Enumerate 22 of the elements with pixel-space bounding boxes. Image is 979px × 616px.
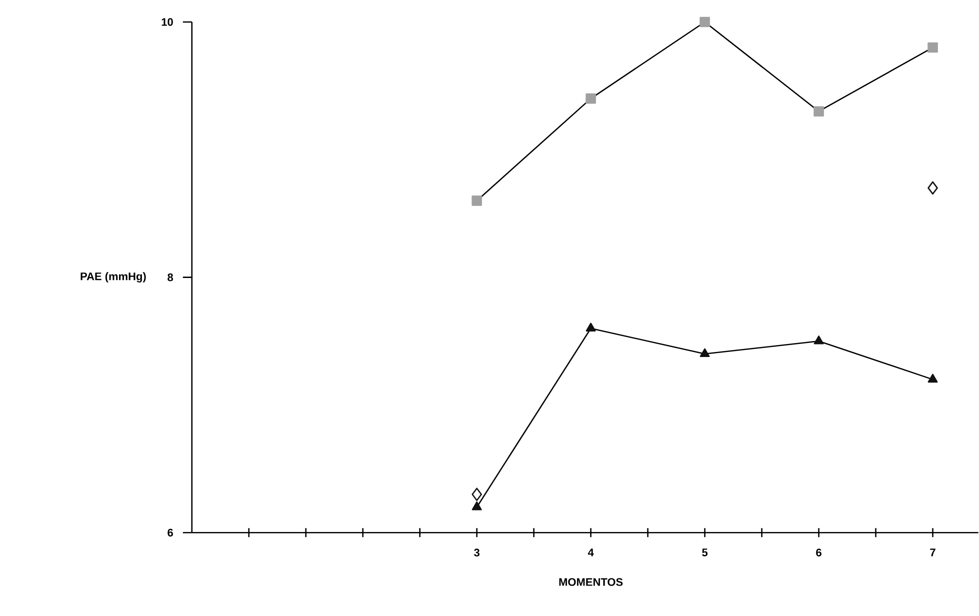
- point: [814, 106, 824, 117]
- point: [700, 17, 710, 28]
- point: [928, 42, 938, 53]
- x-axis-title: MOMENTOS: [559, 578, 623, 586]
- x-tick-label: 3: [474, 548, 480, 557]
- y-axis-title: PAE (mmHg): [80, 272, 146, 283]
- y-tick-label: 8: [168, 274, 174, 282]
- y-tick-label: 6: [168, 528, 173, 537]
- point: [586, 322, 596, 332]
- point: [928, 374, 938, 383]
- x-tick-label: 5: [702, 548, 708, 557]
- point: [928, 182, 938, 195]
- x-tick-label: 6: [816, 548, 822, 557]
- point: [472, 488, 482, 502]
- point: [472, 196, 482, 206]
- x-tick-label: 7: [930, 548, 936, 556]
- point: [586, 94, 596, 104]
- point: [472, 502, 482, 510]
- x-tick-label: 4: [588, 548, 594, 556]
- point: [700, 348, 710, 358]
- y-tick-label: 10: [162, 18, 173, 26]
- point: [814, 336, 824, 344]
